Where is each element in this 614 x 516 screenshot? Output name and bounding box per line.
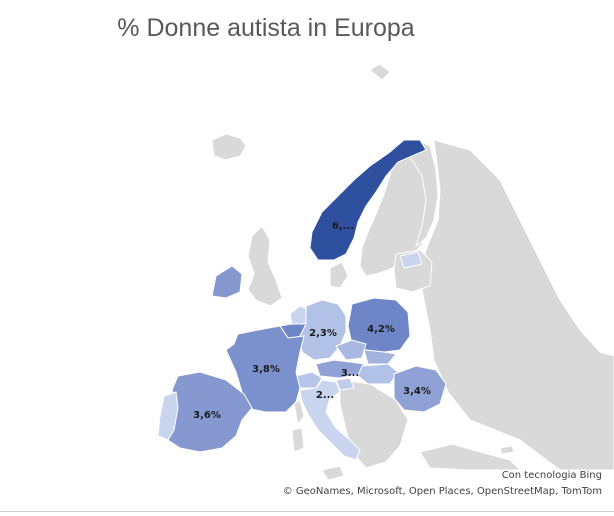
region-ireland[interactable] [211,265,243,299]
credit-attribution: © GeoNames, Microsoft, Open Places, Open… [282,486,602,497]
region-italy[interactable] [299,379,361,461]
region-slovakia[interactable] [363,349,397,365]
credit-powered-by: Con tecnologia Bing [501,470,602,481]
region-estonia[interactable] [399,251,423,269]
region-portugal[interactable] [157,391,179,441]
label-switzerland: 2... [316,390,334,401]
region-hungary[interactable] [357,363,399,385]
label-spain: 3,6% [193,410,221,421]
country-layer [157,139,447,461]
region-romania[interactable] [393,365,447,413]
region-labels: 6,... 4,2% 2,3% 3,8% 3... 3,4% 2... 3,6% [193,221,431,421]
region-france[interactable] [225,325,305,413]
label-germany: 2,3% [309,328,337,339]
label-romania: 3,4% [403,386,431,397]
map-title: % Donne autista in Europa [117,14,415,42]
no-data-land [211,63,614,481]
region-poland[interactable] [347,297,411,353]
label-norway: 6,... [332,221,354,232]
region-slovenia[interactable] [335,377,355,391]
bottom-border [0,511,614,512]
region-germany[interactable] [299,299,347,361]
label-france: 3,8% [252,364,280,375]
label-poland: 4,2% [367,324,395,335]
region-norway[interactable] [309,139,427,261]
label-austria: 3... [341,368,359,379]
